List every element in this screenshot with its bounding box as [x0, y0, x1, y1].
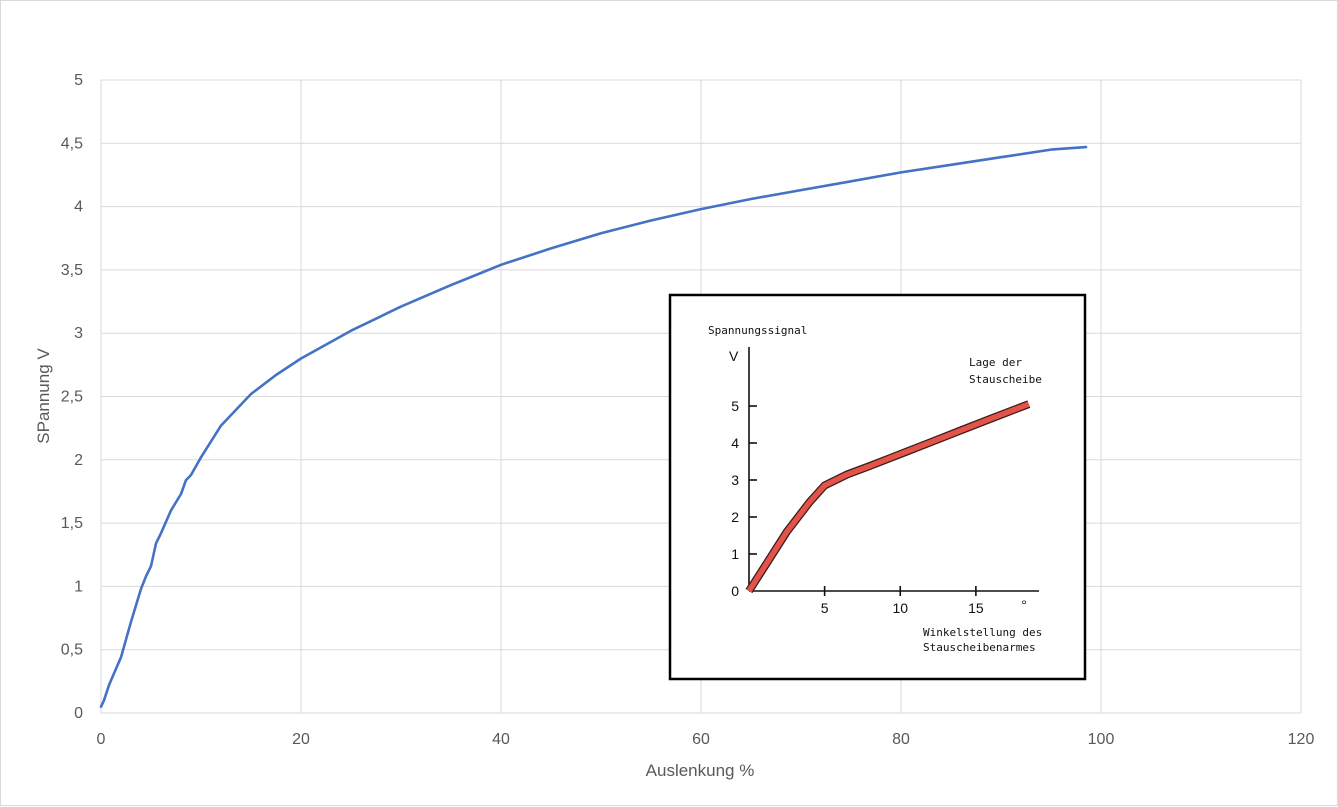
x-tick-label: 40 [492, 731, 510, 748]
y-tick-label: 0 [74, 705, 83, 722]
y-tick-label: 1,5 [61, 515, 83, 532]
inset-x-tick-label: 10 [892, 600, 908, 616]
x-axis-title: Auslenkung % [646, 761, 755, 780]
inset-degree-label: ° [1021, 597, 1027, 613]
series-line [99, 145, 1088, 708]
y-tick-label: 1 [74, 578, 83, 595]
x-tick-label: 120 [1288, 731, 1315, 748]
inset-y-tick-label: 1 [731, 546, 739, 562]
inset-annotation-line-1: Lage der [969, 356, 1022, 369]
inset-y-tick-label: 2 [731, 509, 739, 525]
x-tick-label: 80 [892, 731, 910, 748]
inset-y-tick-label: 3 [731, 472, 739, 488]
inset-y-axis-unit: V [729, 348, 739, 364]
y-tick-label: 2 [74, 452, 83, 469]
inset-x-axis-title-line-1: Winkelstellung des [923, 626, 1042, 639]
inset-annotation-line-2: Stauscheibe [969, 373, 1042, 386]
y-axis-title: SPannung V [34, 348, 53, 444]
inset-series-line [746, 401, 1030, 593]
x-tick-labels: 0 20 40 60 80 100 120 [97, 731, 1315, 748]
y-tick-label: 0,5 [61, 642, 83, 659]
y-tick-label: 3,5 [61, 262, 83, 279]
inset-y-tick-label: 5 [731, 398, 739, 414]
inset-frame [668, 293, 1087, 681]
x-tick-label: 0 [97, 731, 106, 748]
y-tick-label: 4,5 [61, 135, 83, 152]
inset-x-axis-title-line-2: Stauscheibenarmes [923, 641, 1036, 654]
x-tick-label: 60 [692, 731, 710, 748]
y-tick-label: 4 [74, 199, 83, 216]
inset-x-tick-label: 15 [968, 600, 984, 616]
inset-y-tick-label: 0 [731, 583, 739, 599]
inset-diagram: Spannungssignal V Lage der Stauscheibe W… [668, 293, 1087, 681]
inset-y-tick-label: 4 [731, 435, 739, 451]
inset-x-ticks: 5 10 15 ° [821, 586, 1027, 616]
x-tick-label: 20 [292, 731, 310, 748]
inset-x-tick-label: 5 [821, 600, 829, 616]
y-tick-label: 2,5 [61, 389, 83, 406]
inset-title: Spannungssignal [708, 324, 807, 337]
y-tick-label: 3 [74, 325, 83, 342]
inset-y-ticks: 0 1 2 3 4 5 [731, 398, 757, 599]
y-tick-labels: 0 0,5 1 1,5 2 2,5 3 3,5 4 4,5 5 [61, 72, 83, 722]
y-tick-label: 5 [74, 72, 83, 89]
x-tick-label: 100 [1088, 731, 1115, 748]
